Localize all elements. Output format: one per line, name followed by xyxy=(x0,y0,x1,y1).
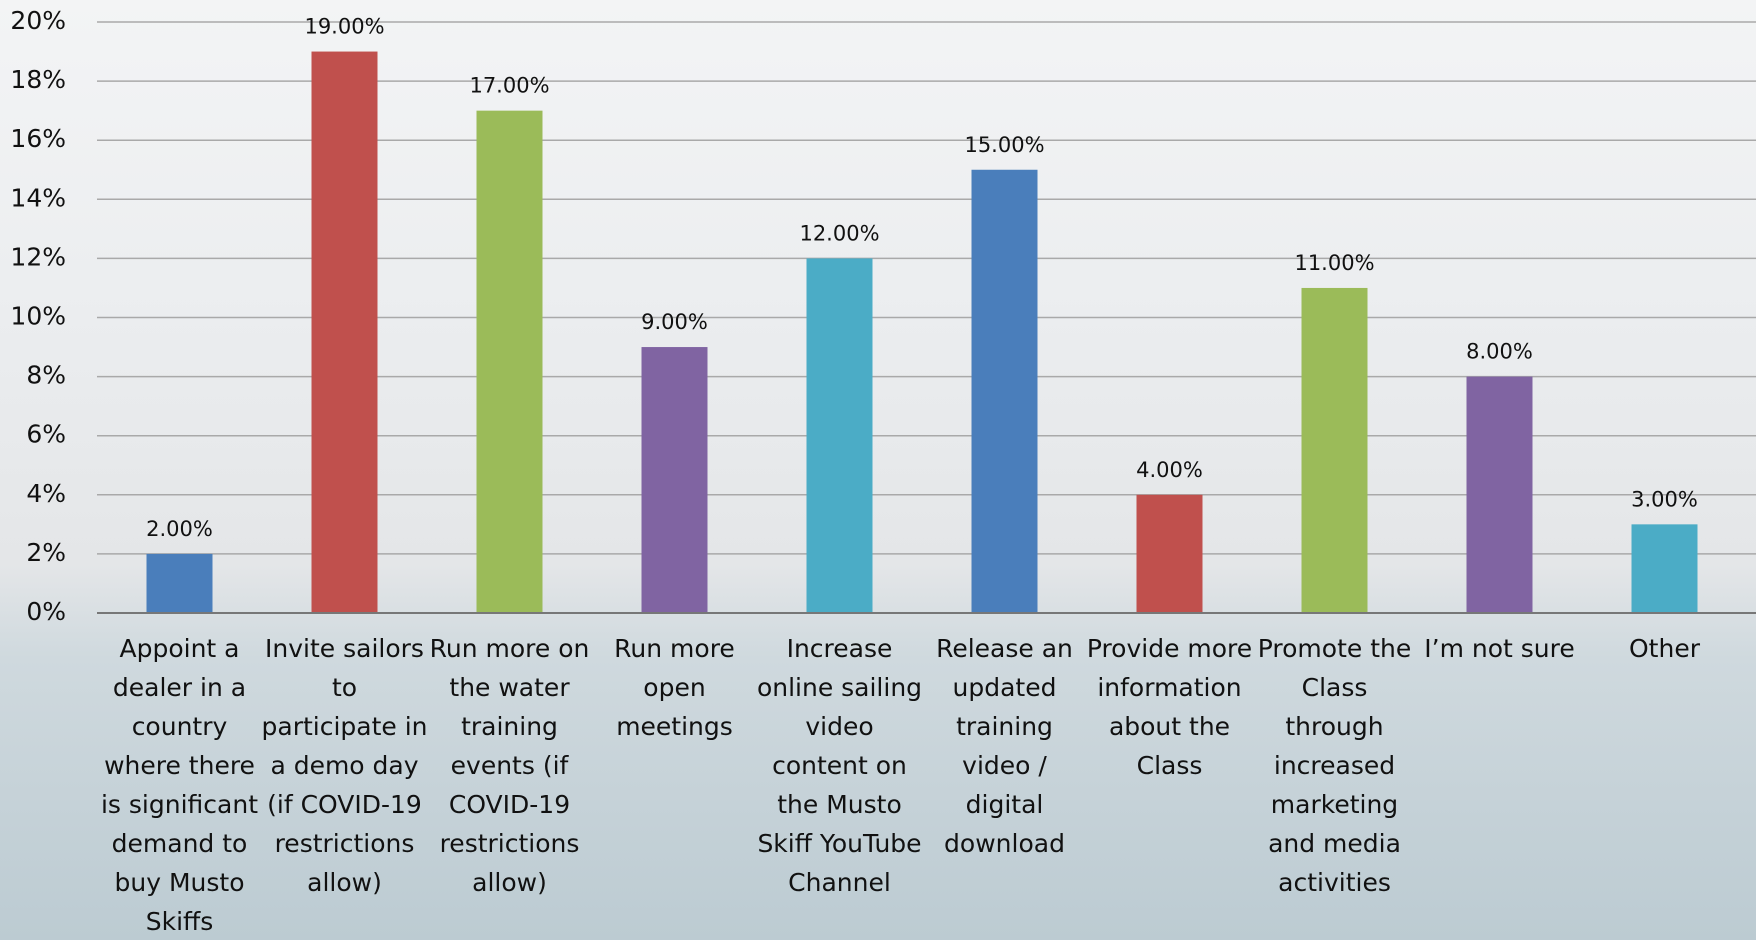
y-tick-label: 12% xyxy=(10,242,66,271)
value-label: 11.00% xyxy=(1294,251,1374,275)
x-tick-label: Other xyxy=(1582,629,1748,668)
bar xyxy=(642,347,708,613)
x-tick-label: Increase online sailing video content on… xyxy=(757,629,923,902)
y-tick-label: 16% xyxy=(10,124,66,153)
value-label: 4.00% xyxy=(1136,458,1203,482)
bar xyxy=(477,111,543,613)
x-tick-label: Promote the Class through increased mark… xyxy=(1252,629,1418,902)
x-tick-label: Run more open meetings xyxy=(592,629,758,746)
bar xyxy=(972,170,1038,613)
x-tick-label: I’m not sure xyxy=(1417,629,1583,668)
y-tick-label: 14% xyxy=(10,183,66,212)
y-tick-label: 2% xyxy=(26,538,66,567)
y-tick-label: 18% xyxy=(10,65,66,94)
y-tick-label: 8% xyxy=(26,361,66,390)
value-label: 2.00% xyxy=(146,517,213,541)
bar xyxy=(1467,377,1533,613)
x-tick-label: Appoint a dealer in a country where ther… xyxy=(97,629,263,940)
y-tick-label: 6% xyxy=(26,420,66,449)
x-tick-label: Run more on the water training events (i… xyxy=(427,629,593,902)
bar xyxy=(1137,495,1203,613)
value-label: 15.00% xyxy=(964,133,1044,157)
y-tick-label: 0% xyxy=(26,597,66,626)
bar xyxy=(312,52,378,613)
bar xyxy=(807,258,873,613)
value-label: 8.00% xyxy=(1466,340,1533,364)
y-tick-label: 4% xyxy=(26,479,66,508)
value-label: 19.00% xyxy=(304,15,384,39)
value-label: 12.00% xyxy=(799,221,879,245)
x-tick-label: Invite sailors to participate in a demo … xyxy=(262,629,428,902)
bar xyxy=(1632,524,1698,613)
bar xyxy=(147,554,213,613)
x-tick-label: Provide more information about the Class xyxy=(1087,629,1253,785)
chart: 0% 2% 4% 6% 8% 10% 12% 14% 16% 18% 20% 2.00% 19.00% 1… xyxy=(0,0,1756,940)
value-label: 3.00% xyxy=(1631,487,1698,511)
value-label: 9.00% xyxy=(641,310,708,334)
y-tick-label: 10% xyxy=(10,302,66,331)
x-tick-label: Release an updated training video / digi… xyxy=(922,629,1088,863)
y-tick-label: 20% xyxy=(10,6,66,35)
value-label: 17.00% xyxy=(469,74,549,98)
bar xyxy=(1302,288,1368,613)
